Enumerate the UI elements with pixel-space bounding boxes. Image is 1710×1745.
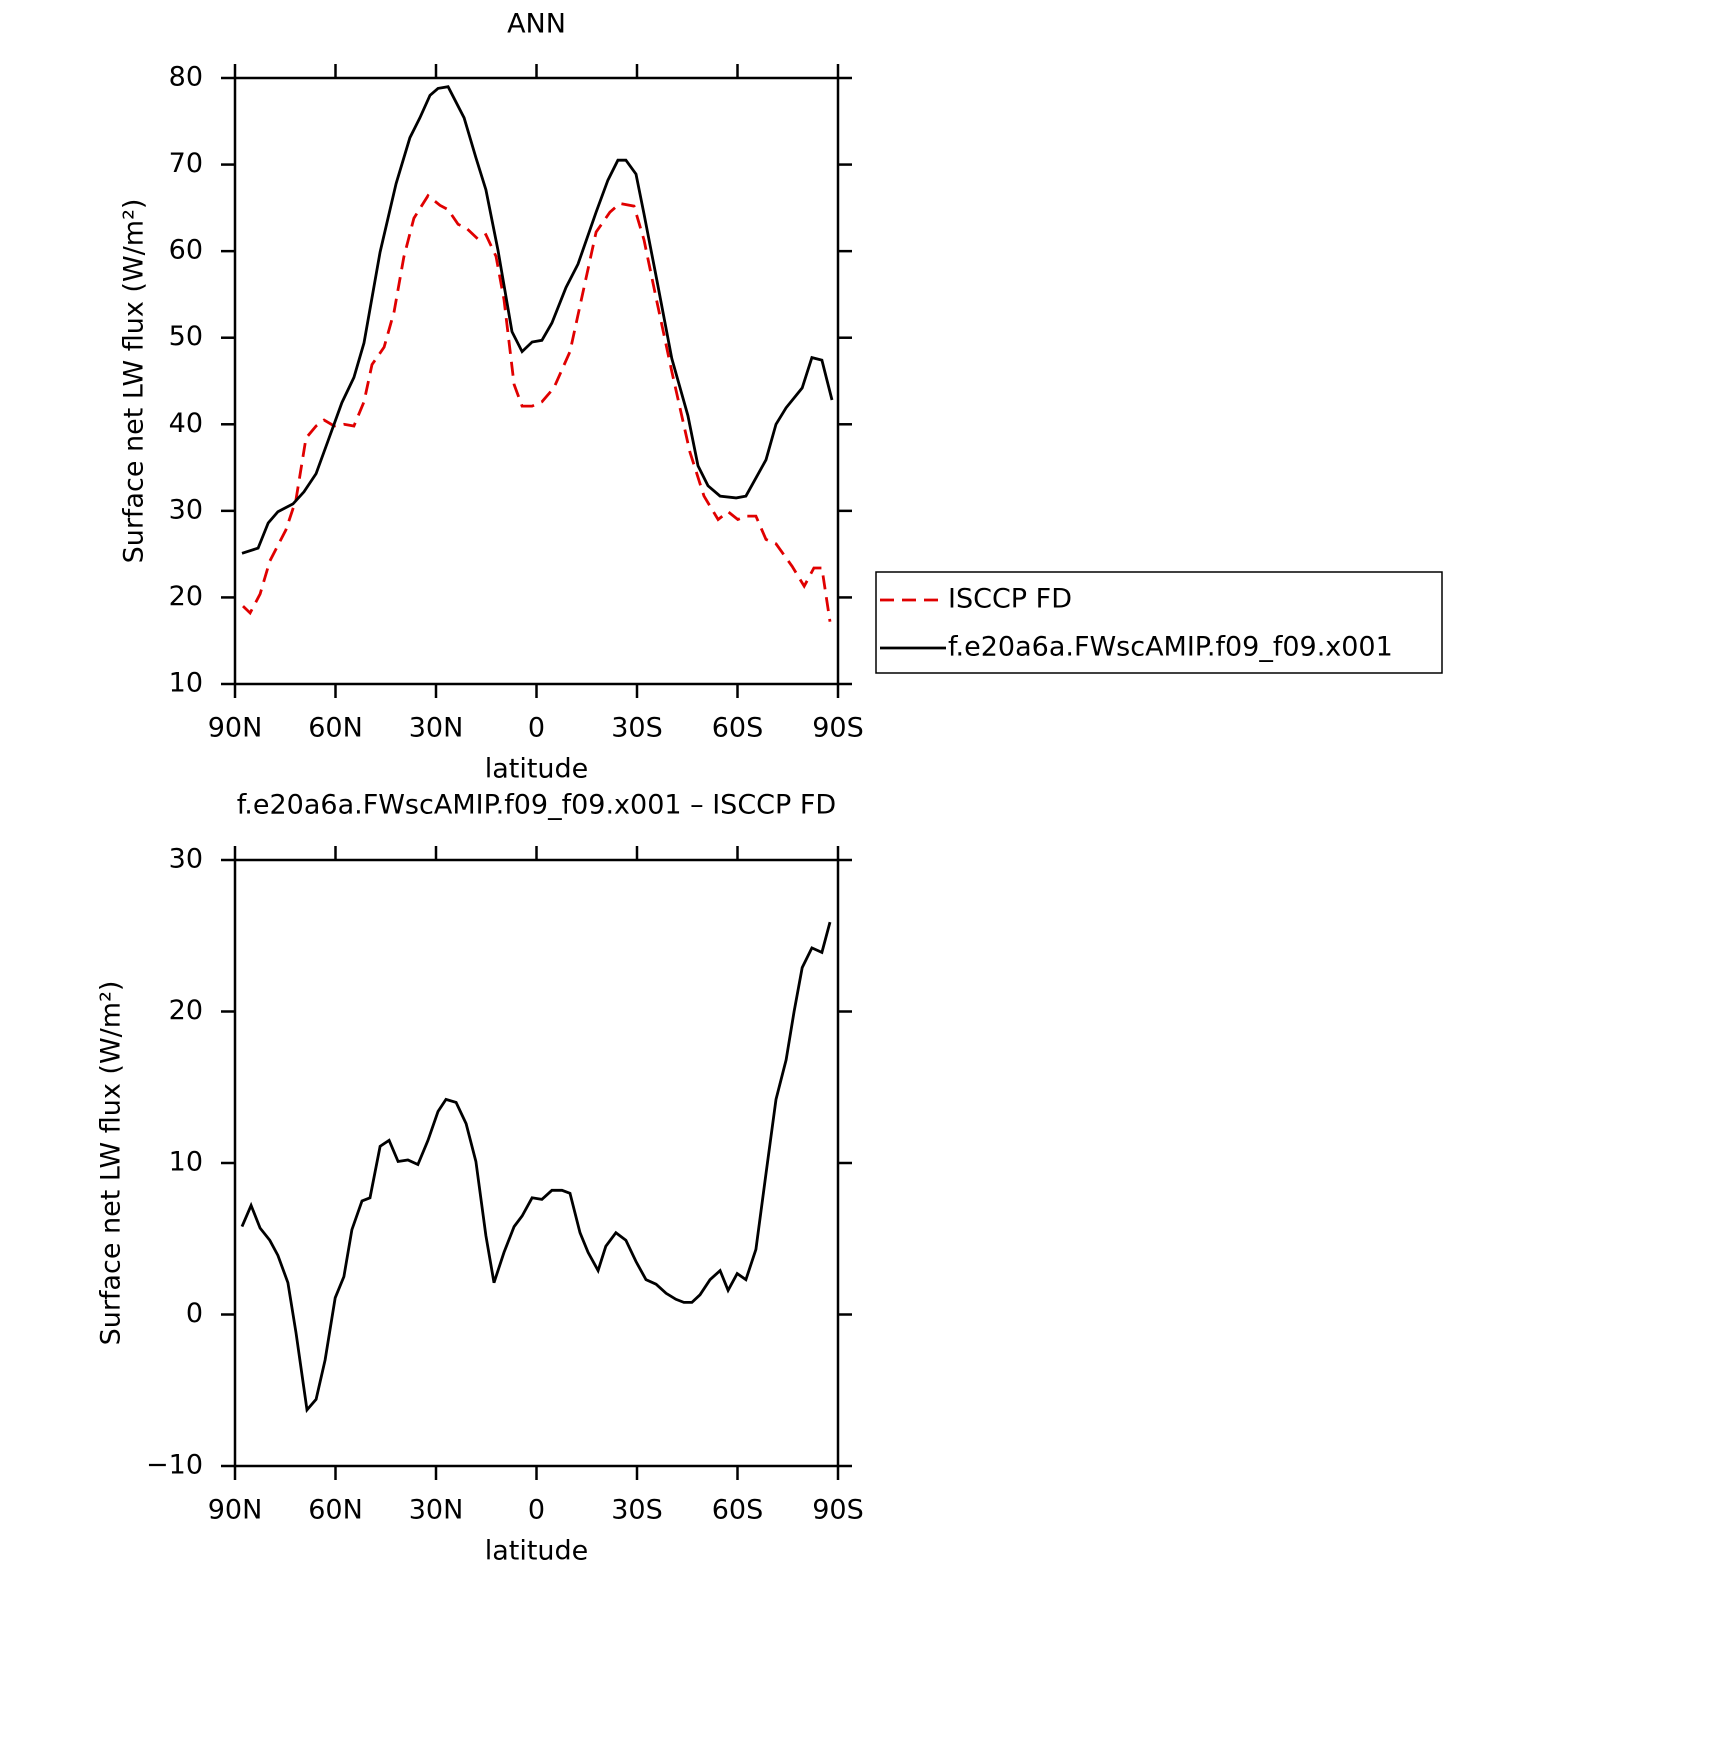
data-line (242, 193, 832, 622)
x-tick-label: 90S (812, 713, 864, 744)
y-axis-label: Surface net LW flux (W/m²) (96, 981, 127, 1346)
chart-title: ANN (507, 9, 566, 40)
y-tick-label: 10 (169, 668, 203, 699)
x-tick-label: 0 (528, 713, 545, 744)
data-line (241, 85, 834, 555)
x-tick-label: 60S (712, 1495, 764, 1526)
y-tick-label: 50 (169, 321, 203, 352)
x-tick-label: 60N (308, 1495, 363, 1526)
x-tick-label: 0 (528, 1495, 545, 1526)
x-tick-label: 30N (409, 713, 464, 744)
x-tick-label: 90N (208, 1495, 263, 1526)
x-axis-label: latitude (485, 1536, 589, 1567)
plot-frame (233, 858, 840, 1468)
legend-label: ISCCP FD (948, 584, 1072, 615)
x-tick-label: 60S (712, 713, 764, 744)
y-tick-label: 20 (169, 581, 203, 612)
y-tick-label: 70 (169, 148, 203, 179)
y-tick-label: 30 (169, 844, 203, 875)
x-tick-label: 90N (208, 713, 263, 744)
data-line (240, 921, 832, 1414)
y-tick-label: 60 (169, 235, 203, 266)
plot-frame (233, 76, 840, 686)
chart-title: f.e20a6a.FWscAMIP.f09_f09.x001 – ISCCP F… (237, 790, 836, 821)
y-tick-label: 20 (169, 995, 203, 1026)
x-tick-label: 60N (308, 713, 363, 744)
y-tick-label: 40 (169, 408, 203, 439)
y-axis-label: Surface net LW flux (W/m²) (119, 199, 150, 564)
x-tick-label: 90S (812, 1495, 864, 1526)
x-tick-label: 30N (409, 1495, 464, 1526)
x-tick-label: 30S (611, 713, 663, 744)
legend-label: f.e20a6a.FWscAMIP.f09_f09.x001 (948, 632, 1393, 663)
y-tick-label: −10 (146, 1450, 203, 1481)
y-tick-label: 80 (169, 62, 203, 93)
x-axis-label: latitude (485, 754, 589, 785)
y-tick-label: 10 (169, 1147, 203, 1178)
y-tick-label: 0 (186, 1298, 203, 1329)
legend-box (875, 571, 1443, 674)
y-tick-label: 30 (169, 494, 203, 525)
x-tick-label: 30S (611, 1495, 663, 1526)
